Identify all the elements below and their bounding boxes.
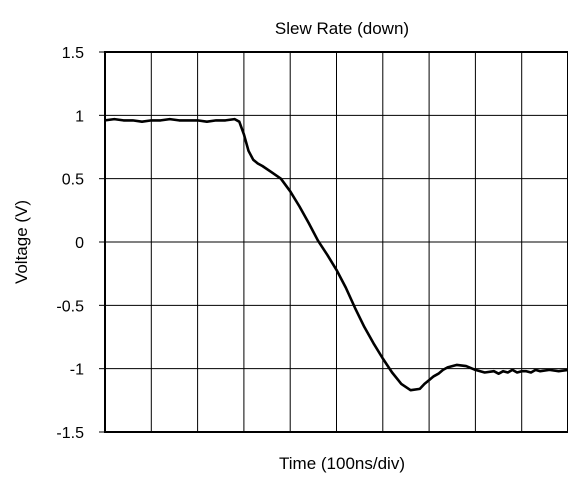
- y-tick-label: 1.5: [62, 45, 84, 62]
- y-tick-label: 0: [75, 235, 84, 252]
- chart-title: Slew Rate (down): [275, 19, 409, 38]
- x-axis-title: Time (100ns/div): [279, 454, 405, 473]
- y-tick-label: 0.5: [62, 172, 84, 189]
- y-tick-label: 1: [75, 108, 84, 125]
- y-tick-label: -1.5: [56, 425, 84, 442]
- grid: [105, 52, 568, 432]
- y-tick-label: -0.5: [56, 298, 84, 315]
- y-axis-ticks: 1.5 1 0.5 0 -0.5 -1 -1.5: [56, 45, 105, 442]
- y-tick-label: -1: [70, 362, 84, 379]
- y-axis-title: Voltage (V): [12, 200, 31, 284]
